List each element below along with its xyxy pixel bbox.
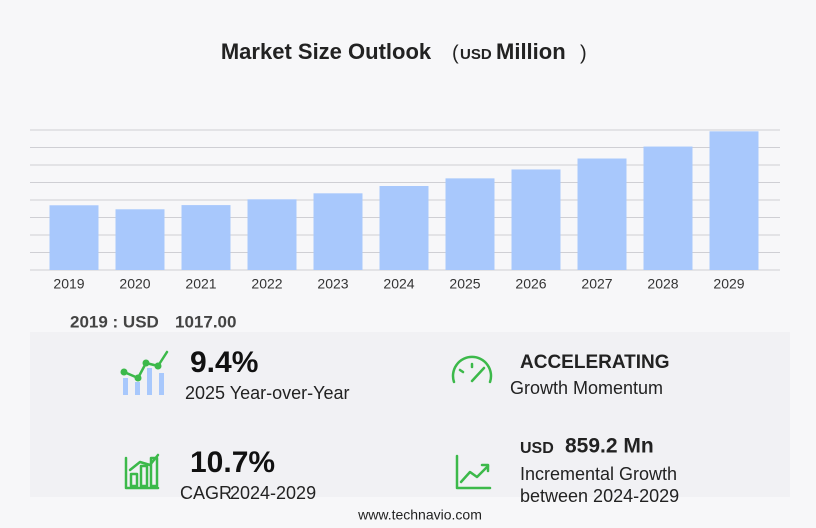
- cagr-period: 2024-2029: [230, 483, 316, 503]
- bar: [313, 193, 363, 270]
- bar: [643, 146, 693, 270]
- incremental-label: Incremental Growth: [520, 464, 677, 484]
- footer: www.technavio.com: [357, 507, 482, 523]
- unit-prefix: USD: [460, 46, 492, 63]
- momentum-label: Growth Momentum: [510, 378, 663, 398]
- unit: Million: [496, 39, 566, 64]
- incremental-period: between 2024-2029: [520, 486, 679, 506]
- x-tick-label: 2023: [317, 276, 348, 292]
- bar: [709, 131, 759, 270]
- base-value: 1017.00: [175, 312, 236, 331]
- x-tick-label: 2021: [185, 276, 216, 292]
- momentum-icon: [451, 355, 493, 384]
- x-tick-label: 2027: [581, 276, 612, 292]
- bar: [247, 199, 297, 270]
- x-tick-label: 2029: [713, 276, 744, 292]
- x-tick-label: 2024: [383, 276, 414, 292]
- bar: [445, 178, 495, 270]
- paren: (: [452, 42, 459, 64]
- bar: [181, 205, 231, 270]
- bar: [379, 186, 429, 270]
- bar: [511, 169, 561, 270]
- yoy-label: 2025 Year-over-Year: [185, 383, 349, 403]
- yoy-value: 9.4%: [190, 346, 258, 379]
- cagr-icon: [124, 453, 160, 490]
- cagr-value: 10.7%: [190, 446, 275, 479]
- chart-title: Market Size Outlook: [221, 39, 432, 64]
- yoy-icon: [120, 350, 169, 395]
- x-tick-label: 2020: [119, 276, 150, 292]
- incremental-unit: USD: [520, 440, 554, 457]
- bar: [577, 158, 627, 270]
- x-tick-label: 2019: [53, 276, 84, 292]
- x-tick-label: 2028: [647, 276, 678, 292]
- incremental-icon: [455, 454, 492, 490]
- bar: [115, 209, 165, 270]
- x-tick-label: 2022: [251, 276, 282, 292]
- base-label: 2019 : USD: [70, 312, 159, 331]
- bar: [49, 205, 99, 270]
- cagr-label: CAGR: [180, 483, 232, 503]
- incremental-value: 859.2 Mn: [565, 435, 654, 458]
- paren: ): [580, 42, 587, 64]
- x-tick-label: 2025: [449, 276, 480, 292]
- x-tick-label: 2026: [515, 276, 546, 292]
- momentum-value: ACCELERATING: [520, 352, 670, 373]
